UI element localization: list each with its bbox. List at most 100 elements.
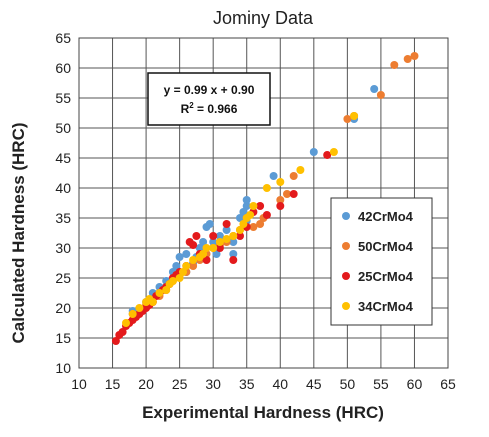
x-tick-label: 40 xyxy=(272,376,288,392)
y-axis-title: Calculated Hardness (HRC) xyxy=(9,122,28,343)
y-tick-label: 20 xyxy=(55,300,71,316)
point-42crmo4 xyxy=(242,202,251,210)
point-42crmo4 xyxy=(182,250,191,258)
point-34crmo4 xyxy=(179,268,187,276)
x-tick-label: 10 xyxy=(71,376,87,392)
point-34crmo4 xyxy=(199,250,208,258)
point-25crmo4 xyxy=(222,220,231,228)
point-34crmo4 xyxy=(276,178,285,186)
y-tick-label: 50 xyxy=(55,120,71,136)
point-25crmo4 xyxy=(276,202,285,210)
point-34crmo4 xyxy=(249,202,258,210)
regression-equation: y = 0.99 x + 0.90 xyxy=(164,83,255,97)
point-34crmo4 xyxy=(229,232,238,240)
y-tick-label: 60 xyxy=(55,60,71,76)
point-25crmo4 xyxy=(289,190,298,198)
x-tick-label: 60 xyxy=(407,376,423,392)
x-tick-label: 35 xyxy=(239,376,255,392)
point-42crmo4 xyxy=(209,238,218,246)
point-42crmo4 xyxy=(309,148,318,156)
point-50crmo4 xyxy=(376,91,385,99)
y-tick-label: 65 xyxy=(55,30,71,46)
x-tick-label: 25 xyxy=(172,376,188,392)
point-34crmo4 xyxy=(296,166,305,174)
point-42crmo4 xyxy=(242,196,251,204)
point-34crmo4 xyxy=(246,211,255,219)
point-50crmo4 xyxy=(403,55,412,63)
legend-marker-25crmo4 xyxy=(342,272,350,280)
y-tick-label: 25 xyxy=(55,270,71,286)
point-25crmo4 xyxy=(262,211,271,219)
point-42crmo4 xyxy=(172,262,181,270)
point-25crmo4 xyxy=(323,151,332,159)
point-34crmo4 xyxy=(329,148,338,156)
y-tick-label: 35 xyxy=(55,210,71,226)
x-tick-label: 30 xyxy=(205,376,221,392)
point-25crmo4 xyxy=(236,232,244,240)
point-25crmo4 xyxy=(215,244,224,252)
point-42crmo4 xyxy=(236,214,244,222)
chart-title: Jominy Data xyxy=(213,8,314,28)
point-34crmo4 xyxy=(215,238,224,246)
point-50crmo4 xyxy=(249,223,258,231)
point-42crmo4 xyxy=(175,253,184,261)
point-34crmo4 xyxy=(189,256,198,264)
point-34crmo4 xyxy=(222,235,231,243)
x-tick-label: 55 xyxy=(373,376,389,392)
point-50crmo4 xyxy=(410,52,419,60)
x-tick-label: 50 xyxy=(340,376,356,392)
point-25crmo4 xyxy=(118,328,127,336)
y-tick-label: 45 xyxy=(55,150,71,166)
y-tick-label: 15 xyxy=(55,330,71,346)
point-34crmo4 xyxy=(182,262,191,270)
point-42crmo4 xyxy=(229,250,238,258)
point-42crmo4 xyxy=(215,232,224,240)
point-42crmo4 xyxy=(229,238,238,246)
legend-label: 42CrMo4 xyxy=(358,209,414,224)
regression-annotation: y = 0.99 x + 0.90 R2 = 0.966 xyxy=(147,72,271,126)
legend-label: 34CrMo4 xyxy=(358,299,414,314)
point-34crmo4 xyxy=(155,289,164,297)
x-tick-label: 65 xyxy=(440,376,456,392)
point-25crmo4 xyxy=(229,256,238,264)
point-34crmo4 xyxy=(175,274,184,282)
point-25crmo4 xyxy=(189,241,198,249)
point-50crmo4 xyxy=(276,196,285,204)
legend-marker-34crmo4 xyxy=(342,302,350,310)
point-50crmo4 xyxy=(343,115,352,123)
point-34crmo4 xyxy=(122,319,130,327)
point-50crmo4 xyxy=(283,190,291,198)
x-tick-label: 15 xyxy=(105,376,121,392)
legend-marker-42crmo4 xyxy=(342,212,350,220)
legend-label: 25CrMo4 xyxy=(358,269,414,284)
point-34crmo4 xyxy=(239,220,248,228)
point-34crmo4 xyxy=(168,277,177,285)
x-tick-label: 45 xyxy=(306,376,322,392)
point-50crmo4 xyxy=(189,262,198,270)
y-tick-label: 30 xyxy=(55,240,71,256)
legend-marker-50crmo4 xyxy=(342,242,350,250)
point-34crmo4 xyxy=(202,244,211,252)
x-axis-title: Experimental Hardness (HRC) xyxy=(142,403,384,422)
point-42crmo4 xyxy=(199,238,208,246)
point-34crmo4 xyxy=(162,286,171,294)
point-25crmo4 xyxy=(192,232,201,240)
point-42crmo4 xyxy=(212,250,221,258)
data-points xyxy=(111,52,419,345)
point-50crmo4 xyxy=(256,220,265,228)
point-42crmo4 xyxy=(222,226,231,234)
point-34crmo4 xyxy=(148,298,157,306)
point-42crmo4 xyxy=(269,172,278,180)
point-50crmo4 xyxy=(390,61,399,69)
point-50crmo4 xyxy=(289,172,298,180)
y-tick-label: 40 xyxy=(55,180,71,196)
point-34crmo4 xyxy=(135,304,144,312)
legend-label: 50CrMo4 xyxy=(358,239,414,254)
x-tick-label: 20 xyxy=(138,376,154,392)
plot-area xyxy=(78,37,449,369)
point-34crmo4 xyxy=(350,112,359,120)
point-25crmo4 xyxy=(256,202,265,210)
point-42crmo4 xyxy=(370,85,379,93)
y-tick-label: 10 xyxy=(55,360,71,376)
